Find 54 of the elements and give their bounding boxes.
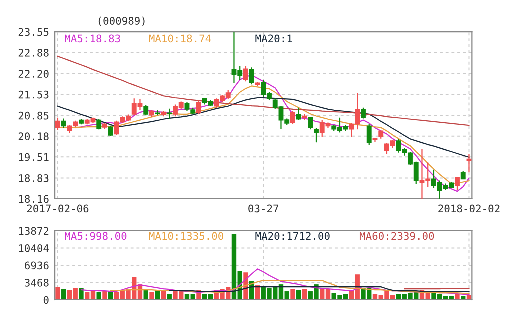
candlestick [314, 127, 319, 144]
line-series [57, 97, 470, 158]
candlestick [249, 67, 254, 86]
candlestick [361, 107, 366, 120]
y-tick-label: 3468 [25, 278, 49, 287]
y-tick-label: 18.16 [19, 195, 49, 204]
bar [79, 288, 84, 300]
x-tick-label: 2017-02-06 [27, 204, 89, 213]
bar [56, 287, 60, 300]
candlestick [244, 66, 248, 82]
y-tick-label: 20.18 [18, 132, 49, 141]
y-tick-label: 23.55 [18, 28, 49, 36]
y-tick-label: 13872 [19, 227, 49, 236]
x-tick-label: 2018-02-02 [438, 204, 500, 213]
candlestick [56, 117, 60, 131]
bar [302, 289, 308, 300]
candlestick [144, 104, 149, 116]
candlestick [290, 110, 296, 125]
y-tick-label: 21.53 [18, 90, 49, 99]
y-tick-label: 0 [44, 296, 49, 304]
candlestick [296, 107, 302, 121]
candlestick [466, 154, 472, 174]
y-tick-label: 22.20 [18, 70, 49, 78]
text: MA20:1 [256, 34, 292, 43]
candlestick [96, 118, 102, 130]
candlestick [196, 100, 202, 115]
y-tick-label: 19.51 [19, 153, 49, 162]
candlestick [308, 116, 314, 130]
text: MA20:1712.00 [256, 232, 330, 240]
y-tick-label: 18.83 [19, 174, 49, 182]
text: MA5:18.83 [65, 34, 120, 43]
bar [296, 290, 302, 300]
candlestick [108, 125, 114, 137]
y-tick-label: 22.88 [18, 49, 49, 57]
text: MA10:18.74 [149, 34, 212, 43]
y-tick-label: 20.85 [18, 112, 49, 120]
bar [62, 289, 66, 300]
line-series [110, 280, 470, 294]
chart-title: (000989) [98, 16, 145, 26]
x-tick-label: 03-27 [248, 204, 279, 213]
candlestick [61, 118, 66, 129]
candlestick [167, 108, 172, 120]
text: MA5:998.00 [65, 232, 127, 240]
text: MA60:2339.00 [360, 232, 434, 240]
text: MA10:1335.00 [149, 232, 224, 240]
candlestick [366, 123, 372, 146]
bar [102, 292, 108, 300]
candlestick [455, 177, 460, 191]
bar [150, 292, 154, 300]
bar [96, 292, 102, 300]
bar [290, 289, 296, 300]
y-tick-label: 10404 [19, 244, 49, 252]
line-series [57, 56, 470, 126]
y-tick-label: 6936 [25, 262, 49, 270]
